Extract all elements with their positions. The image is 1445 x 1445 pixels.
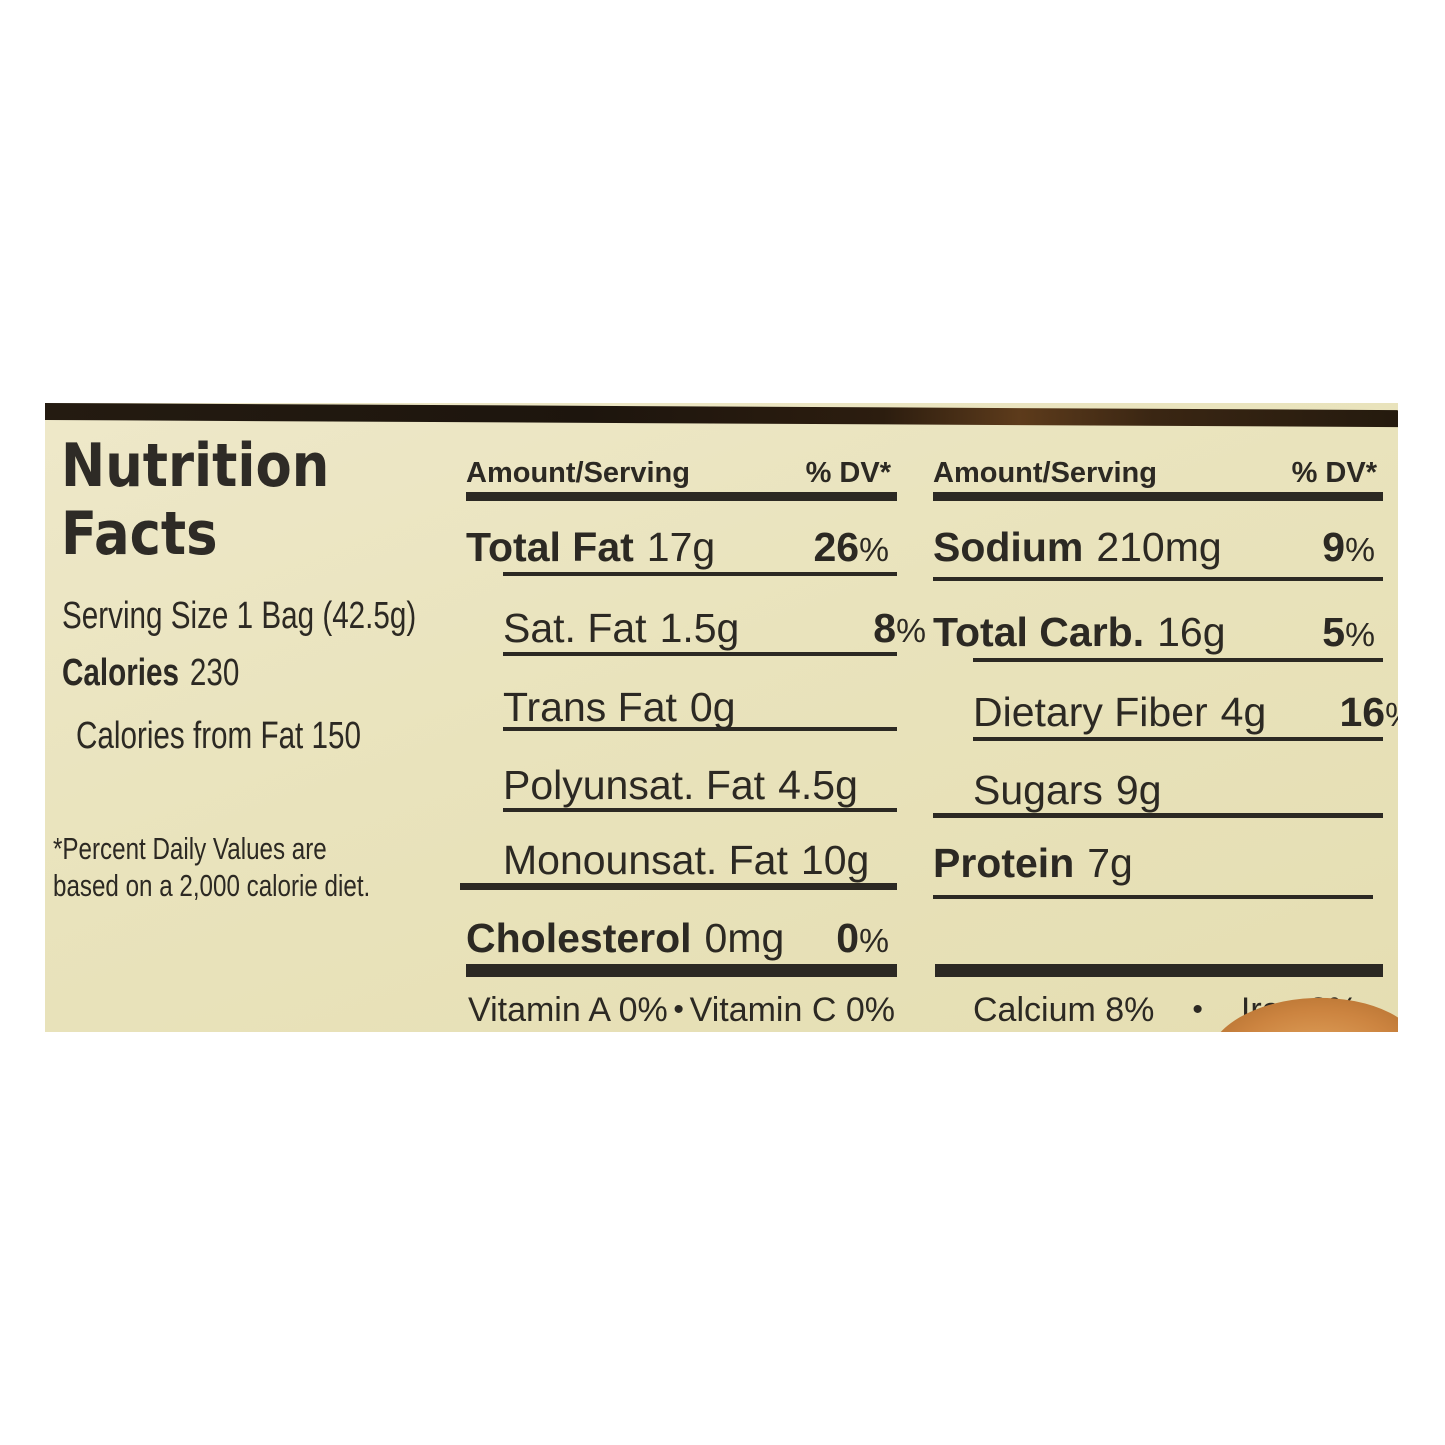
micronutrient-left: Calcium 8% [973, 991, 1155, 1029]
calories-label: Calories [62, 652, 179, 694]
nutrient-value: 210mg [1096, 524, 1222, 570]
separator-rule [503, 572, 897, 576]
dv-number: 8 [873, 605, 897, 651]
header-amount-serving: Amount/Serving [466, 457, 690, 489]
dv-value: 0% [836, 918, 889, 959]
dv-percent-sign: % [896, 613, 926, 650]
nutrient-value: 17g [646, 524, 716, 570]
footnote-line1: *Percent Daily Values are [53, 831, 327, 866]
dv-percent-sign: % [859, 923, 889, 960]
calories-row: Calories 230 [62, 652, 239, 695]
calories-from-fat: Calories from Fat 150 [76, 715, 361, 757]
micronutrient-right: Vitamin C 0% [689, 991, 895, 1029]
separator-rule [503, 727, 897, 731]
dv-number: 0 [836, 915, 860, 961]
footnote-line2: based on a 2,000 calorie diet. [53, 867, 371, 903]
nutrient-name: Trans Fat [503, 684, 677, 730]
nutrient-name: Cholesterol [466, 915, 692, 961]
nutrient-row: Total Carb. 16g 5% [933, 612, 1383, 653]
column-header: Amount/Serving % DV* [466, 457, 897, 490]
separator-rule [933, 895, 1373, 899]
dv-number: 26 [813, 524, 860, 570]
nutrient-name: Polyunsat. Fat [503, 762, 766, 808]
separator-rule [973, 658, 1383, 662]
nutrient-value: 7g [1087, 840, 1133, 886]
nutrient-row: Sat. Fat 1.5g 8% [466, 608, 934, 649]
dv-value: 26% [814, 527, 890, 568]
nutrient-row: Monounsat. Fat 10g [466, 840, 934, 881]
separator-rule [933, 577, 1383, 581]
dv-value: 8% [873, 608, 926, 649]
nutrient-value: 0mg [704, 915, 785, 961]
nutrient-value: 4g [1220, 689, 1267, 735]
nutrient-value: 10g [800, 837, 870, 883]
serving-size: Serving Size 1 Bag (42.5g) [62, 595, 417, 637]
header-percent-dv: % DV* [805, 457, 891, 489]
label-title: Nutrition Facts [61, 431, 330, 569]
nutrient-name: Dietary Fiber [973, 689, 1208, 735]
nutrient-row: Sugars 9g [933, 770, 1398, 811]
micronutrient-left: Vitamin A 0% [468, 991, 668, 1029]
bullet-icon: • [673, 993, 684, 1026]
nutrient-name: Sodium [933, 524, 1084, 570]
dv-percent-sign: % [1385, 697, 1398, 734]
calories-value: 230 [189, 652, 240, 694]
title-line2: Facts [61, 498, 218, 569]
separator-rule [973, 737, 1383, 741]
dv-percent-sign: % [859, 532, 889, 569]
nutrient-name: Protein [933, 840, 1075, 886]
nutrient-row: Sodium 210mg 9% [933, 527, 1383, 568]
separator-rule [503, 808, 897, 812]
nutrient-value: 16g [1157, 609, 1226, 655]
nutrient-name: Sat. Fat [503, 605, 647, 651]
column-fats: Amount/Serving % DV* Total Fat 17g 26% Sa… [460, 403, 926, 1032]
separator-rule-thick [935, 964, 1383, 977]
dv-number: 9 [1322, 524, 1346, 570]
nutrient-name: Monounsat. Fat [503, 837, 788, 883]
nutrient-row: Cholesterol 0mg 0% [466, 918, 897, 959]
nutrient-row: Dietary Fiber 4g 16% [933, 692, 1398, 733]
header-amount-serving: Amount/Serving [933, 457, 1157, 489]
dv-value: 9% [1322, 527, 1375, 568]
dv-number: 5 [1322, 609, 1346, 655]
nutrient-row: Protein 7g [933, 843, 1383, 884]
nutrient-value: 0g [689, 684, 736, 730]
column-carbs: Amount/Serving % DV* Sodium 210mg 9% Tota… [933, 403, 1398, 1032]
dv-value: 5% [1322, 612, 1375, 653]
dv-percent-sign: % [1345, 532, 1375, 569]
footnote: *Percent Daily Values are based on a 2,0… [53, 831, 370, 904]
micronutrients-row: Vitamin A 0% • Vitamin C 0% [466, 993, 897, 1027]
nutrient-row: Polyunsat. Fat 4.5g [466, 765, 934, 806]
dv-number: 16 [1339, 689, 1386, 735]
separator-rule [933, 813, 1383, 818]
nutrient-name: Total Carb. [933, 609, 1145, 655]
header-percent-dv: % DV* [1291, 457, 1377, 489]
separator-rule [466, 492, 897, 501]
nutrient-name: Total Fat [466, 524, 634, 570]
nutrient-row: Total Fat 17g 26% [466, 527, 897, 568]
nutrient-row: Trans Fat 0g [466, 687, 934, 728]
separator-rule [460, 883, 897, 890]
separator-rule [933, 492, 1383, 501]
title-line1: Nutrition [61, 431, 330, 501]
nutrient-value: 9g [1115, 767, 1162, 813]
separator-rule [503, 652, 897, 656]
dv-value: 16% [1340, 692, 1399, 733]
nutrient-value: 1.5g [659, 605, 740, 651]
bullet-icon: • [1192, 993, 1203, 1026]
dv-percent-sign: % [1345, 617, 1375, 654]
nutrient-name: Sugars [973, 767, 1103, 813]
column-header: Amount/Serving % DV* [933, 457, 1383, 490]
nutrient-value: 4.5g [778, 762, 858, 808]
separator-rule-thick [466, 964, 897, 977]
nutrition-label: Nutrition Facts Serving Size 1 Bag (42.5… [45, 403, 1398, 1032]
